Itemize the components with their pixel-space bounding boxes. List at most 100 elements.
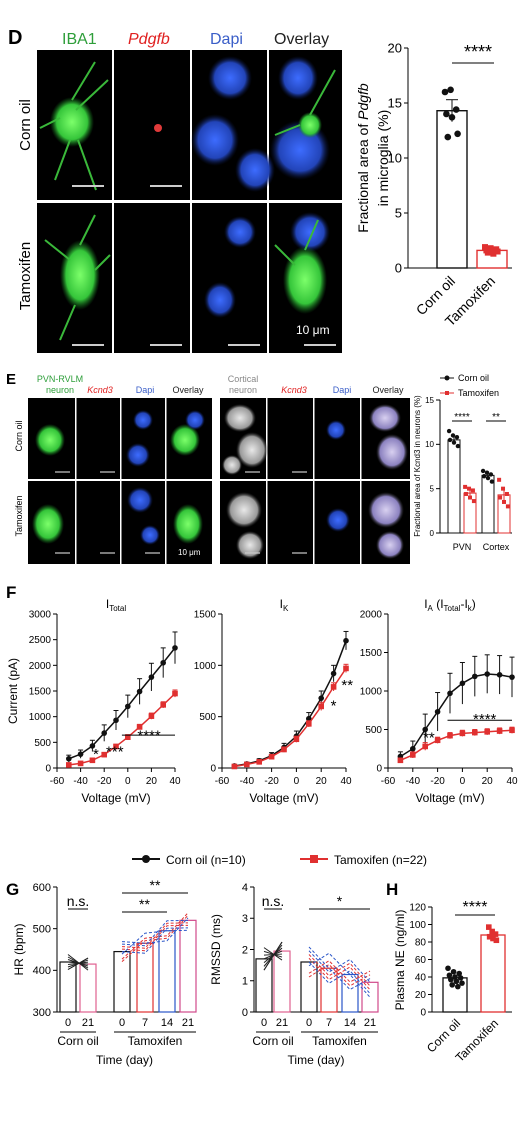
d-y-tick-label: 20 (388, 41, 402, 56)
G1-sig-text: n.s. (67, 893, 90, 909)
F1-x-tick-label: -40 (73, 776, 88, 787)
G1-y-axis-label: HR (bpm) (12, 923, 26, 975)
chart-f-total: 0 500 1000 1500 2000 2500 3000 -60 -40 -20 0 20 40 Vo… (6, 597, 181, 805)
e-micrographs: 10 μm (28, 398, 410, 564)
h-point (457, 975, 464, 981)
G1-trace-corn (67, 957, 89, 970)
G2-bar (273, 950, 291, 1013)
d-point (444, 133, 452, 141)
f3-y-tick-label: 0 (376, 764, 382, 775)
h-point (453, 978, 460, 985)
f-legend: Corn oil (n=10) Tamoxifen (n=22) (132, 853, 427, 867)
e-row-corn: Corn oil (14, 420, 24, 451)
e-point (451, 440, 457, 445)
e-point (480, 468, 486, 474)
e-point (450, 433, 456, 438)
G2-trace-corn (263, 941, 283, 971)
G2-bar (341, 973, 359, 1013)
e-col-dapi-l: Dapi (136, 385, 155, 395)
F3-point (447, 732, 453, 739)
d-col-overlay: Overlay (274, 31, 329, 48)
d-y-axis-label: Fractional area of Pdgfb (355, 83, 371, 233)
e-point (447, 437, 453, 443)
F1-point (77, 760, 84, 767)
g2-y-tick-label: 3 (242, 913, 248, 925)
F3-annotation: **** (473, 711, 497, 728)
F1-point (125, 703, 131, 710)
F1-x-tick-label: -20 (97, 776, 112, 787)
e-col-dapi-r: Dapi (333, 385, 352, 395)
G2-sig-text: * (337, 893, 343, 909)
h-point (450, 968, 457, 975)
F1-point (89, 757, 96, 764)
d-point (448, 114, 456, 121)
F3-point (509, 674, 515, 680)
e-point (464, 491, 469, 496)
G1-trace-tam (121, 917, 189, 944)
G2-trace-tam (308, 961, 371, 994)
d-point (452, 106, 460, 113)
G1-sig-text: ** (150, 877, 161, 893)
F3-x-tick-label: -20 (430, 776, 445, 787)
f3-y-tick-label: 1000 (360, 687, 383, 698)
G1-x-tick-label: 21 (82, 1017, 94, 1029)
d-row-corn: Corn oil (17, 99, 34, 151)
F3-point (422, 743, 428, 750)
e-header-left-2: neuron (46, 385, 74, 395)
e-header-right-2: neuron (229, 385, 257, 395)
chart-g-hr: 300 400 500 600 HR (bpm) 0 21 0 7 14 21 Corn oil Tam… (12, 877, 197, 1067)
F2-point (318, 695, 325, 701)
F1-point (148, 713, 155, 719)
panel-label-f: F (6, 583, 16, 602)
F2-point (306, 721, 312, 727)
G2-x-tick-label: 0 (261, 1017, 267, 1029)
h-bar (480, 934, 506, 1013)
G1-sig-text: ** (139, 896, 150, 912)
e-legend-marker (445, 391, 449, 395)
h-y-tick-label: 40 (415, 973, 427, 984)
F3-point (496, 672, 503, 678)
h-point (492, 931, 499, 937)
G1-trace-tam (121, 924, 189, 952)
d-sig-text: **** (464, 42, 492, 62)
F2-point (330, 684, 337, 690)
d-micrographs: 10 μm (37, 50, 342, 353)
e-point (446, 428, 452, 434)
d-point (487, 245, 494, 252)
F2-point (231, 763, 238, 770)
d-point (447, 86, 454, 94)
G1-group-label: Corn oil (57, 1034, 98, 1048)
f1-y-tick-label: 500 (34, 738, 51, 749)
e-y-tick-label: 5 (430, 484, 435, 493)
G2-y-axis-label: RMSSD (ms) (209, 914, 223, 985)
F3-point (509, 727, 515, 734)
F1-x-tick-label: 20 (146, 776, 158, 787)
g2-y-tick-label: 0 (242, 1007, 248, 1019)
d-y-tick-label: 15 (388, 96, 402, 111)
d-point (484, 249, 491, 256)
d-point (494, 248, 501, 255)
e-point (501, 486, 506, 491)
g1-y-tick-label: 300 (33, 1007, 51, 1019)
G2-x-tick-label: 0 (306, 1017, 312, 1029)
F3-point (447, 690, 453, 697)
f1-y-tick-label: 1500 (29, 687, 52, 698)
e-point (471, 499, 476, 504)
h-y-tick-label: 0 (420, 1008, 426, 1019)
F3-x-tick-label: -60 (381, 776, 396, 787)
G1-trace-tam (121, 912, 189, 960)
f1-y-tick-label: 2500 (29, 635, 52, 646)
F3-title: IA (ITotal-Ik) (424, 597, 476, 613)
G1-trace-tam (121, 914, 189, 962)
F1-point (66, 755, 72, 762)
legend-tam-text: Tamoxifen (n=22) (334, 853, 427, 867)
h-point (452, 974, 458, 980)
G1-bar (136, 942, 154, 1013)
F2-point (318, 703, 324, 710)
F3-series-1 (400, 729, 513, 761)
G1-bar (158, 930, 176, 1013)
h-point (455, 983, 461, 990)
e-point (463, 484, 468, 489)
